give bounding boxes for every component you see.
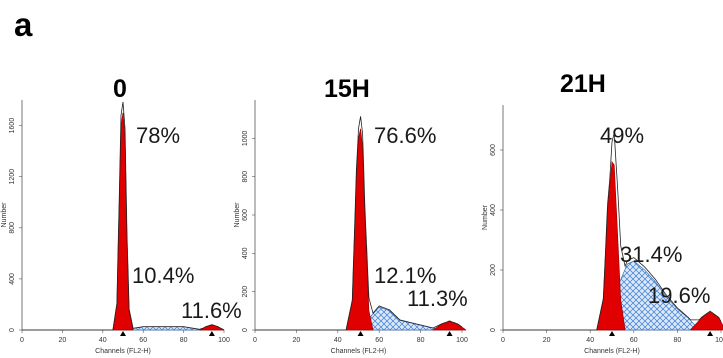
y-tick-label: 1200 <box>9 169 16 185</box>
phase-percentage-label: 49% <box>600 123 644 148</box>
series-area-g0g1 <box>112 112 134 331</box>
x-tick-label: 60 <box>139 337 147 344</box>
phase-percentage-label: 78% <box>136 123 180 148</box>
phase-percentage-label: 11.6% <box>181 298 242 323</box>
phase-percentage-label: 11.3% <box>407 286 468 311</box>
panel-letter: a <box>14 6 33 43</box>
histogram-panel-0: 0 20 40 60 80 100 0 400 800 1200 1600 Channels (FL2… <box>1 100 242 355</box>
y-tick-label: 400 <box>490 204 497 216</box>
phase-percentage-label: 10.4% <box>132 263 194 288</box>
x-axis-label: Channels (FL2-H) <box>95 348 151 355</box>
peak-marker-triangle <box>446 331 453 336</box>
x-tick-label: 80 <box>674 337 682 344</box>
x-axis-label: Channels (FL2-H) <box>331 348 387 355</box>
x-tick-label: 0 <box>20 337 24 344</box>
phase-percentage-label: 76.6% <box>374 123 436 148</box>
histogram-panel-2: 0 20 40 60 80 100 0 200 400 600 Channels (FL2-H) Nu… <box>482 105 723 355</box>
histogram-envelope-line <box>255 116 463 331</box>
x-tick-label: 40 <box>99 337 107 344</box>
y-tick-label: 1000 <box>242 130 249 146</box>
peak-marker-triangle <box>120 331 126 336</box>
y-tick-label: 400 <box>9 273 16 285</box>
y-tick-label: 600 <box>490 144 497 156</box>
y-tick-label: 0 <box>490 328 497 332</box>
x-tick-label: 80 <box>417 337 425 344</box>
y-axis-label: Number <box>482 204 489 230</box>
x-tick-label: 20 <box>543 337 551 344</box>
y-axis-label: Number <box>1 202 8 228</box>
phase-percentage-label: 31.4% <box>620 242 682 267</box>
peak-marker-triangle <box>609 331 615 336</box>
x-tick-label: 0 <box>253 337 257 344</box>
x-tick-label: 40 <box>334 337 342 344</box>
x-tick-label: 80 <box>180 337 188 344</box>
peak-marker-triangle <box>707 331 714 336</box>
y-tick-label: 400 <box>242 247 249 259</box>
y-tick-label: 800 <box>242 171 249 183</box>
y-tick-label: 800 <box>9 222 16 234</box>
peak-marker-triangle <box>357 331 364 336</box>
panel-title-0: 0 <box>113 75 127 103</box>
x-tick-label: 0 <box>501 337 505 344</box>
y-tick-label: 0 <box>9 328 16 332</box>
histogram-envelope-line <box>22 101 225 331</box>
x-tick-label: 100 <box>218 337 230 344</box>
x-axis-label: Channels (FL2-H) <box>584 348 640 355</box>
peak-marker-triangle <box>208 331 215 336</box>
y-tick-label: 1600 <box>9 118 16 134</box>
y-tick-label: 200 <box>242 286 249 298</box>
panel-title-21h: 21H <box>560 70 606 98</box>
y-axis-label: Number <box>234 202 241 228</box>
x-tick-label: 20 <box>59 337 67 344</box>
series-area-g2m <box>690 311 723 331</box>
x-tick-label: 60 <box>375 337 383 344</box>
x-tick-label: 20 <box>293 337 301 344</box>
x-tick-label: 60 <box>630 337 638 344</box>
y-tick-label: 200 <box>490 264 497 276</box>
x-tick-label: 40 <box>586 337 594 344</box>
phase-percentage-label: 12.1% <box>374 263 436 288</box>
y-tick-label: 0 <box>242 328 249 332</box>
phase-percentage-label: 19.6% <box>648 283 710 308</box>
panel-title-15h: 15H <box>324 75 370 103</box>
x-tick-label: 100 <box>456 337 468 344</box>
series-area-g2m <box>199 324 225 331</box>
x-tick-label: 100 <box>715 337 723 344</box>
histogram-envelope-line <box>503 133 722 331</box>
y-tick-label: 600 <box>242 209 249 221</box>
series-area-g0g1 <box>345 128 374 331</box>
